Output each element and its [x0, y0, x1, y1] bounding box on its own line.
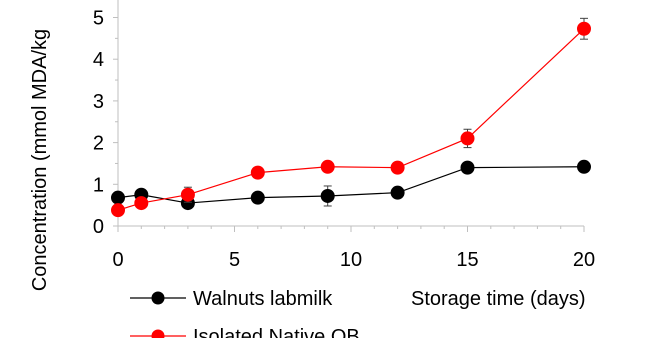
series-layer	[111, 17, 591, 218]
data-point	[250, 190, 265, 205]
y-tick-label: 4	[93, 49, 104, 71]
y-tick-label: 0	[93, 216, 104, 238]
data-point	[134, 196, 149, 211]
series-2	[111, 17, 591, 218]
data-point	[111, 203, 125, 218]
legend-marker	[151, 329, 165, 338]
data-point	[460, 131, 475, 146]
x-tick-label: 20	[573, 249, 595, 271]
y-axis-title: Concentration (mmol MDA/kg	[29, 29, 51, 291]
x-tick-label: 15	[456, 249, 478, 271]
data-point	[390, 185, 405, 200]
data-point	[250, 165, 265, 180]
data-point	[390, 160, 405, 175]
axes: 0 1 2 3 4 5 0 5 10 15 20	[93, 0, 595, 271]
x-tick-label: 0	[112, 249, 123, 271]
legend: Walnuts labmilk Isolated Native OB	[130, 288, 360, 338]
x-tick-label: 5	[229, 249, 240, 271]
legend-label: Walnuts labmilk	[193, 288, 333, 310]
y-axis-title-text: Concentration (mmol MDA/kg	[29, 29, 51, 291]
series-1	[111, 159, 591, 211]
legend-item-2: Isolated Native OB	[130, 326, 360, 338]
data-point	[180, 187, 195, 202]
data-point	[320, 159, 335, 174]
y-tick-label: 5	[93, 8, 104, 30]
data-point	[577, 159, 591, 174]
x-axis-title: Storage time (days)	[411, 288, 586, 310]
data-point	[460, 160, 475, 175]
x-tick-label: 10	[340, 249, 362, 271]
legend-label: Isolated Native OB	[193, 326, 360, 338]
series-line	[117, 28, 585, 211]
legend-item-1: Walnuts labmilk	[130, 288, 333, 310]
data-point	[111, 190, 125, 205]
legend-marker	[151, 291, 165, 305]
series-line	[117, 166, 585, 204]
y-tick-label: 1	[93, 174, 104, 196]
data-point	[577, 21, 591, 36]
y-tick-label: 2	[93, 133, 104, 155]
y-tick-label: 3	[93, 91, 104, 113]
data-point	[320, 188, 335, 203]
